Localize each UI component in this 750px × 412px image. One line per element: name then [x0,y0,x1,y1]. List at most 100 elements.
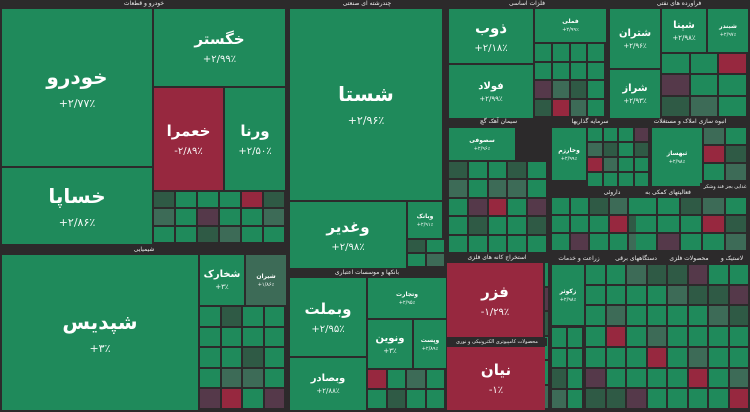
treemap-tile-small[interactable] [586,265,605,284]
treemap-tile-small[interactable] [221,368,241,388]
treemap-tile-small[interactable] [488,162,507,179]
treemap-tile-small[interactable] [619,128,633,141]
treemap-tile-small[interactable] [634,143,648,156]
treemap-tile-small[interactable] [220,192,240,208]
treemap-tile-small[interactable] [528,180,546,197]
treemap-tile-small[interactable] [552,369,566,388]
treemap-tile-small[interactable] [688,347,707,367]
treemap-tile-small[interactable] [198,192,218,208]
treemap-tile-small[interactable] [662,75,689,95]
treemap-tile[interactable]: وخارزم +۲/۹۹٪ [552,128,586,180]
treemap-tile[interactable]: شپدیس +۳٪ [2,255,198,410]
treemap-tile-small[interactable] [606,389,625,408]
treemap-tile-small[interactable] [368,390,386,408]
treemap-tile-small[interactable] [408,240,425,252]
treemap-tile[interactable]: شتران +۲/۹۶٪ [610,9,660,68]
treemap-tile-small[interactable] [264,389,284,408]
treemap-tile-small[interactable] [468,180,487,197]
treemap-tile-small[interactable] [709,306,728,326]
treemap-tile-small[interactable] [408,254,425,266]
treemap-tile-small[interactable] [407,390,425,408]
treemap-tile-small[interactable] [668,306,687,326]
treemap-tile-small[interactable] [570,81,587,98]
treemap-tile-small[interactable] [154,192,174,208]
treemap-tile-small[interactable] [688,265,707,284]
treemap-tile-small[interactable] [426,370,444,388]
treemap-tile-small[interactable] [709,327,728,346]
treemap-tile-small[interactable] [545,361,548,384]
treemap-tile-small[interactable] [545,385,548,408]
treemap-tile-small[interactable] [571,234,589,250]
treemap-tile-small[interactable] [729,368,748,388]
treemap-tile-small[interactable] [586,389,605,408]
treemap-tile-small[interactable] [586,368,605,388]
treemap-tile-small[interactable] [427,254,444,266]
treemap-tile-small[interactable] [535,62,551,79]
treemap-tile-small[interactable] [571,198,589,214]
treemap-tile-small[interactable] [647,368,666,388]
treemap-tile-small[interactable] [586,347,605,367]
treemap-tile-small[interactable] [590,234,608,250]
treemap-tile-small[interactable] [535,81,551,98]
treemap-tile-small[interactable] [200,348,220,367]
treemap-tile-small[interactable] [709,389,728,408]
treemap-tile-small[interactable] [647,389,666,408]
treemap-tile-small[interactable] [719,96,746,116]
treemap-tile-small[interactable] [627,347,646,367]
treemap-tile-small[interactable] [552,99,569,116]
treemap-tile-small[interactable] [709,265,728,284]
treemap-tile[interactable]: خساپا +۲/۸۶٪ [2,168,152,244]
treemap-tile-small[interactable] [427,240,444,252]
treemap-tile-small[interactable] [528,235,546,252]
treemap-tile[interactable]: وتجارت +۲/۹۵٪ [368,278,446,318]
treemap-tile-small[interactable] [264,307,284,326]
treemap-tile-small[interactable] [552,62,569,79]
treemap-tile-small[interactable] [264,209,284,225]
treemap-tile-small[interactable] [606,327,625,346]
treemap-tile-small[interactable] [725,216,746,232]
treemap-tile[interactable]: خعمرا -۲/۸۹٪ [154,88,223,190]
treemap-tile-small[interactable] [449,235,467,252]
treemap-tile-small[interactable] [647,306,666,326]
treemap-tile-small[interactable] [729,265,748,284]
treemap-tile-small[interactable] [668,285,687,305]
treemap-tile-small[interactable] [221,327,241,347]
treemap-tile[interactable]: شیران +۱/۸۶٪ [246,255,286,305]
treemap-tile-small[interactable] [636,216,657,232]
treemap-tile-small[interactable] [449,217,467,234]
treemap-tile-small[interactable] [588,81,604,98]
treemap-tile-small[interactable] [627,306,646,326]
treemap-tile-small[interactable] [571,216,589,232]
treemap-tile-small[interactable] [552,44,569,61]
treemap-tile-small[interactable] [545,336,548,359]
treemap-tile-small[interactable] [488,235,507,252]
treemap-tile-small[interactable] [725,198,746,214]
treemap-tile-small[interactable] [690,96,718,116]
treemap-tile-small[interactable] [647,327,666,346]
treemap-tile[interactable]: شخارک +۳٪ [200,255,244,305]
treemap-tile-small[interactable] [264,327,284,347]
treemap-tile-small[interactable] [552,328,566,347]
treemap-tile-small[interactable] [729,285,748,305]
treemap-tile-small[interactable] [568,369,582,388]
treemap-tile-small[interactable] [726,128,746,144]
treemap-tile-small[interactable] [627,285,646,305]
treemap-tile-small[interactable] [508,217,527,234]
treemap-tile-small[interactable] [508,198,527,216]
treemap-tile[interactable]: وغدیر +۲/۹۸٪ [290,202,406,268]
treemap-tile-small[interactable] [729,347,748,367]
treemap-tile-small[interactable] [200,327,220,347]
treemap-tile-small[interactable] [552,389,566,408]
treemap-tile-small[interactable] [545,263,548,286]
treemap-tile-small[interactable] [552,348,566,367]
treemap-tile-small[interactable] [619,173,633,186]
treemap-tile[interactable]: ورنا +۲/۵۰٪ [225,88,285,190]
treemap-tile-small[interactable] [636,198,657,214]
treemap-tile-small[interactable] [590,198,608,214]
treemap-tile-small[interactable] [221,389,241,408]
treemap-tile-small[interactable] [586,285,605,305]
treemap-tile[interactable]: شبندر +۲/۹۷٪ [708,9,748,52]
treemap-tile-small[interactable] [658,234,679,250]
treemap-tile-small[interactable] [568,348,582,367]
treemap-tile[interactable]: وبصادر +۲/۸۸٪ [290,358,366,410]
